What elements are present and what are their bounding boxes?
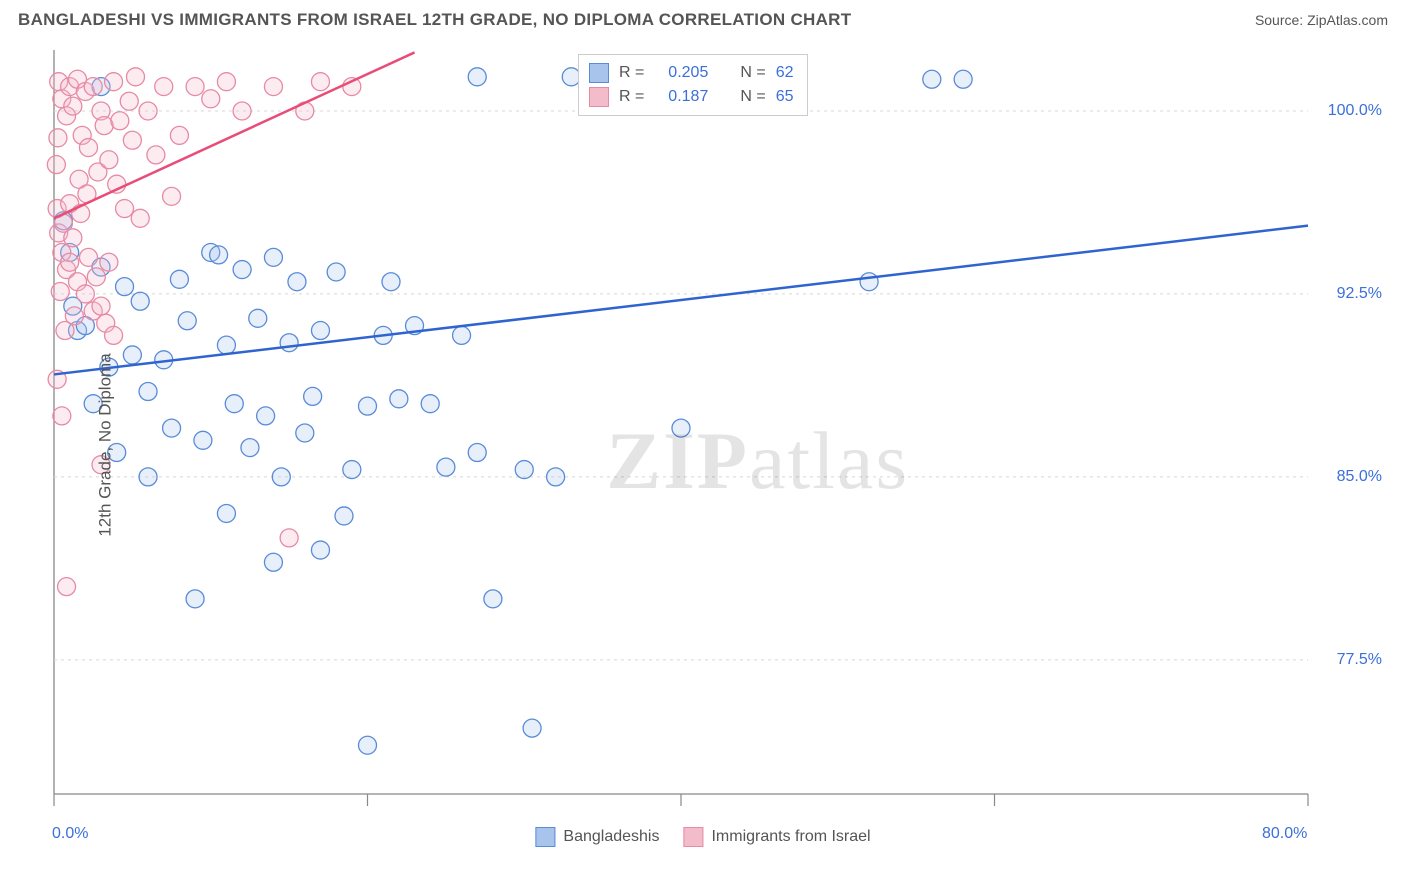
legend-row-series-0: R = 0.205 N = 62: [589, 61, 793, 85]
swatch-icon: [683, 827, 703, 847]
n-label: N =: [740, 61, 765, 85]
n-value-0: 62: [776, 61, 794, 85]
r-label: R =: [619, 61, 644, 85]
chart-header: BANGLADESHI VS IMMIGRANTS FROM ISRAEL 12…: [0, 0, 1406, 36]
chart-container: 12th Grade, No Diploma ZIPatlas R = 0.20…: [18, 42, 1388, 847]
series-legend: Bangladeshis Immigrants from Israel: [535, 827, 870, 847]
y-tick-label: 92.5%: [1337, 285, 1382, 303]
scatter-plot-svg: [18, 42, 1388, 847]
n-label: N =: [740, 85, 765, 109]
legend-label-0: Bangladeshis: [563, 828, 659, 846]
source-name: ZipAtlas.com: [1307, 12, 1388, 28]
legend-item-0: Bangladeshis: [535, 827, 659, 847]
swatch-icon: [589, 63, 609, 83]
y-tick-label: 85.0%: [1337, 468, 1382, 486]
y-axis-label: 12th Grade, No Diploma: [96, 353, 116, 536]
y-tick-label: 77.5%: [1337, 651, 1382, 669]
swatch-icon: [535, 827, 555, 847]
x-tick-label: 0.0%: [52, 825, 88, 843]
x-tick-label: 80.0%: [1262, 825, 1307, 843]
chart-title: BANGLADESHI VS IMMIGRANTS FROM ISRAEL 12…: [18, 10, 851, 30]
n-value-1: 65: [776, 85, 794, 109]
legend-item-1: Immigrants from Israel: [683, 827, 870, 847]
r-value-1: 0.187: [654, 85, 708, 109]
r-value-0: 0.205: [654, 61, 708, 85]
r-label: R =: [619, 85, 644, 109]
correlation-legend: R = 0.205 N = 62 R = 0.187 N = 65: [578, 54, 808, 116]
swatch-icon: [589, 87, 609, 107]
legend-label-1: Immigrants from Israel: [711, 828, 870, 846]
source-attribution: Source: ZipAtlas.com: [1255, 12, 1388, 28]
source-prefix: Source:: [1255, 12, 1307, 28]
y-tick-label: 100.0%: [1328, 102, 1382, 120]
legend-row-series-1: R = 0.187 N = 65: [589, 85, 793, 109]
